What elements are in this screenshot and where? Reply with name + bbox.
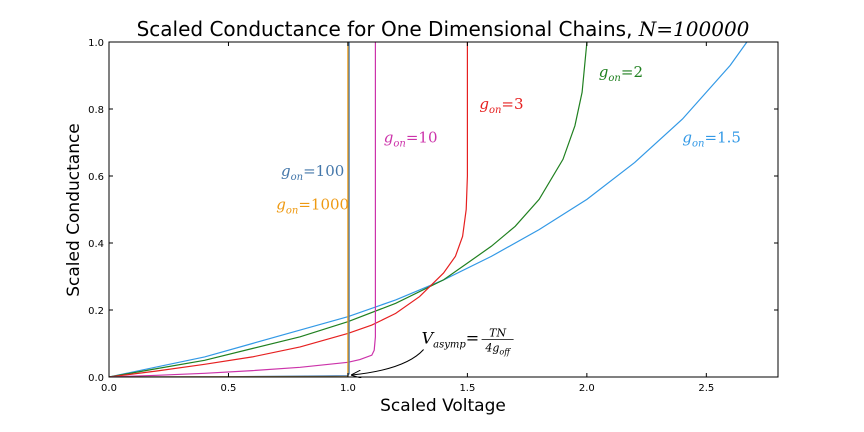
chart-title: Scaled Conductance for One Dimensional C… [137,17,750,41]
series-line-1 [109,42,588,377]
x-axis-label: Scaled Voltage [380,396,506,416]
annotation-numerator: TN [489,327,506,340]
series-label-5: gon=1000 [276,196,349,217]
ticks-layer: 0.0 0.5 1.0 1.5 2.0 2.5 0.0 0.2 0.4 0.6 0.8 1.0 [88,38,778,394]
x-tick-label-4: 2.0 [579,383,595,394]
y-tick-label-4: 0.8 [88,105,104,116]
series-label-0: gon=1.5 [682,129,741,150]
y-tick-label-3: 0.6 [88,172,104,183]
y-axis-label: Scaled Conductance [64,123,84,297]
annotation-lhs: Vasymp= [422,329,480,351]
x-tick-label-3: 1.5 [459,383,475,394]
y-tick-label-0: 0.0 [88,373,104,384]
annotation-arrow [352,349,424,376]
series-line-2 [109,42,468,377]
y-tick-label-5: 1.0 [88,38,104,49]
series-label-3: gon=10 [384,129,438,150]
asymptote-annotation: Vasymp= TN 4goff [352,327,514,376]
series-label-2: gon=3 [479,95,523,116]
series-label-4: gon=100 [281,162,344,183]
x-tick-label-2: 1.0 [340,383,356,394]
series-line-0 [109,42,748,377]
annotation-denominator: 4goff [484,342,511,357]
series-labels: gon=1.5 gon=2 gon=3 gon=10 gon=100 gon=1000 [276,63,741,216]
series-layer [109,42,748,377]
x-tick-label-1: 0.5 [221,383,237,394]
series-label-1: gon=2 [599,63,643,84]
y-tick-label-1: 0.2 [88,306,104,317]
y-tick-label-2: 0.4 [88,239,104,250]
x-tick-label-0: 0.0 [101,383,117,394]
x-tick-label-5: 2.5 [698,383,714,394]
plot-frame [108,41,779,378]
